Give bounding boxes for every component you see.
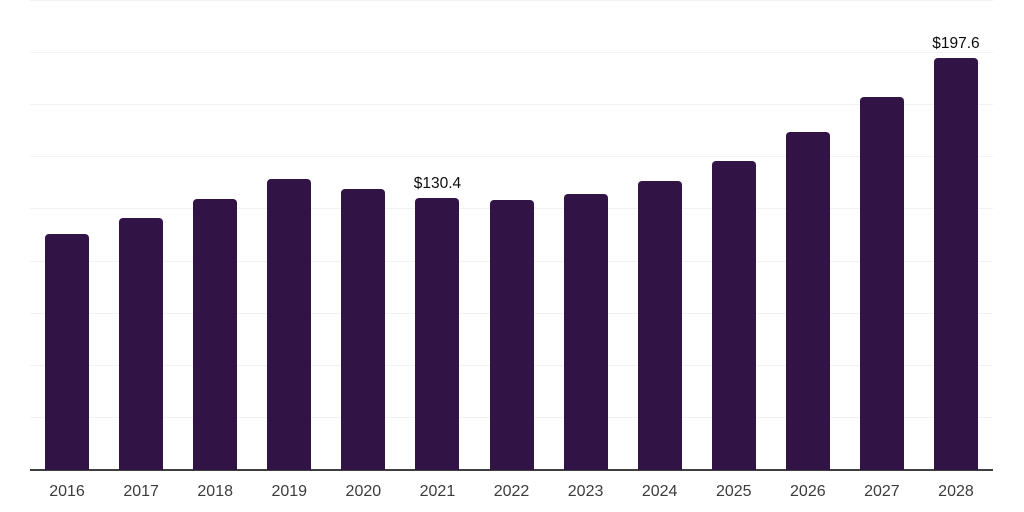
x-tick-label-2019: 2019 bbox=[271, 483, 308, 500]
gridline-225 bbox=[30, 0, 993, 1]
bar-2025 bbox=[711, 160, 756, 470]
bar-2021 bbox=[415, 198, 460, 470]
x-tick-label-2017: 2017 bbox=[123, 483, 159, 500]
x-tick-label-2016: 2016 bbox=[49, 483, 85, 500]
bar-slot-2016 bbox=[30, 1, 104, 470]
bars-container: $130.4 $197.6 bbox=[30, 1, 993, 470]
bar-slot-2021: $130.4 bbox=[400, 1, 474, 470]
bar-slot-2022 bbox=[474, 1, 548, 470]
bar-2016 bbox=[45, 234, 90, 470]
bar-2028 bbox=[933, 58, 978, 470]
bar-value-label-2021: $130.4 bbox=[413, 174, 462, 192]
bar-slot-2018 bbox=[178, 1, 252, 470]
bar-2023 bbox=[563, 194, 608, 470]
bar-slot-2026 bbox=[771, 1, 845, 470]
x-tick-label-2024: 2024 bbox=[641, 483, 678, 500]
x-tick-label-2022: 2022 bbox=[493, 483, 530, 500]
bar-2018 bbox=[193, 199, 238, 470]
x-tick-label-2018: 2018 bbox=[197, 483, 233, 500]
bar-slot-2025 bbox=[697, 1, 771, 470]
bar-2024 bbox=[637, 181, 682, 470]
x-tick-label-2025: 2025 bbox=[715, 483, 752, 500]
x-tick-label-2020: 2020 bbox=[345, 483, 382, 500]
x-axis-line bbox=[30, 469, 993, 471]
x-tick-label-2028: 2028 bbox=[938, 483, 974, 500]
bar-slot-2024 bbox=[623, 1, 697, 470]
plot-area: $130.4 $197.6 bbox=[30, 0, 993, 471]
bar-value-label-2028: $197.6 bbox=[932, 34, 980, 52]
bar-slot-2023 bbox=[549, 1, 623, 470]
bar-2027 bbox=[859, 96, 904, 470]
gridline-150 bbox=[30, 156, 993, 158]
gridline-200 bbox=[30, 52, 993, 54]
bar-slot-2019 bbox=[252, 1, 326, 470]
bar-2022 bbox=[489, 200, 534, 470]
x-axis-labels: 2016 2017 2018 2019 2020 2021 2022 2023 2024 2025… bbox=[30, 484, 993, 500]
bar-slot-2017 bbox=[104, 1, 178, 470]
x-tick-label-2027: 2027 bbox=[864, 483, 900, 500]
bar-2017 bbox=[119, 217, 164, 470]
x-tick-label-2026: 2026 bbox=[790, 483, 826, 500]
x-tick-label-2021: 2021 bbox=[419, 483, 456, 500]
bar-slot-2027 bbox=[845, 1, 919, 470]
bar-2019 bbox=[267, 179, 312, 470]
x-tick-label-2023: 2023 bbox=[567, 483, 604, 500]
gridline-175 bbox=[30, 104, 993, 106]
bar-2020 bbox=[341, 189, 386, 470]
bar-slot-2028: $197.6 bbox=[919, 1, 993, 470]
bar-slot-2020 bbox=[326, 1, 400, 470]
bar-2026 bbox=[785, 132, 830, 470]
